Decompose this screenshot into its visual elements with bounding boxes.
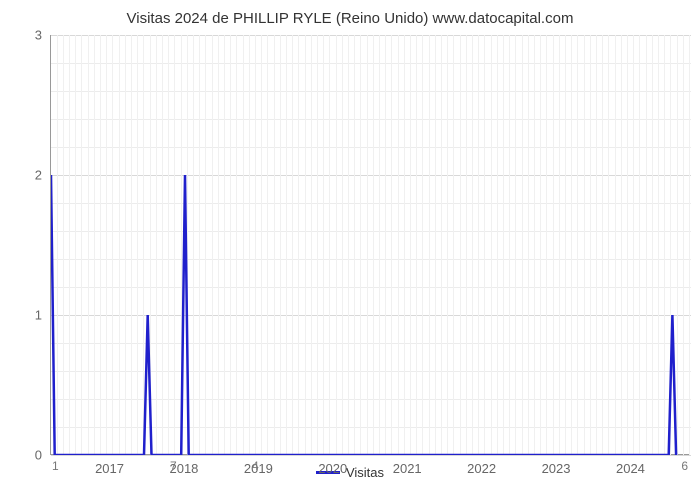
x-tick-label: 2024 [616,461,645,476]
x-tick-label: 2017 [95,461,124,476]
y-tick-label: 1 [35,308,42,323]
chart-title: Visitas 2024 de PHILLIP RYLE (Reino Unid… [10,10,690,27]
x-tick-label: 2023 [542,461,571,476]
chart-container: Visitas 2024 de PHILLIP RYLE (Reino Unid… [0,0,700,500]
y-tick-label: 3 [35,28,42,43]
x-tick-label: 2022 [467,461,496,476]
y-tick-label: 2 [35,168,42,183]
visits-line [51,35,691,455]
plot-area [50,35,690,455]
x-tick-label: 2021 [393,461,422,476]
x-tick-label: 2020 [318,461,347,476]
corner-label-1: 1 [52,459,59,473]
corner-label-4: 4 [252,459,259,473]
corner-label-6: 6 [681,459,688,473]
legend-label: Visitas [346,465,384,480]
plot-wrapper: 0123 20172018201920202021202220232024 1 … [50,35,690,455]
corner-label-7: 7 [170,459,177,473]
y-tick-label: 0 [35,448,42,463]
